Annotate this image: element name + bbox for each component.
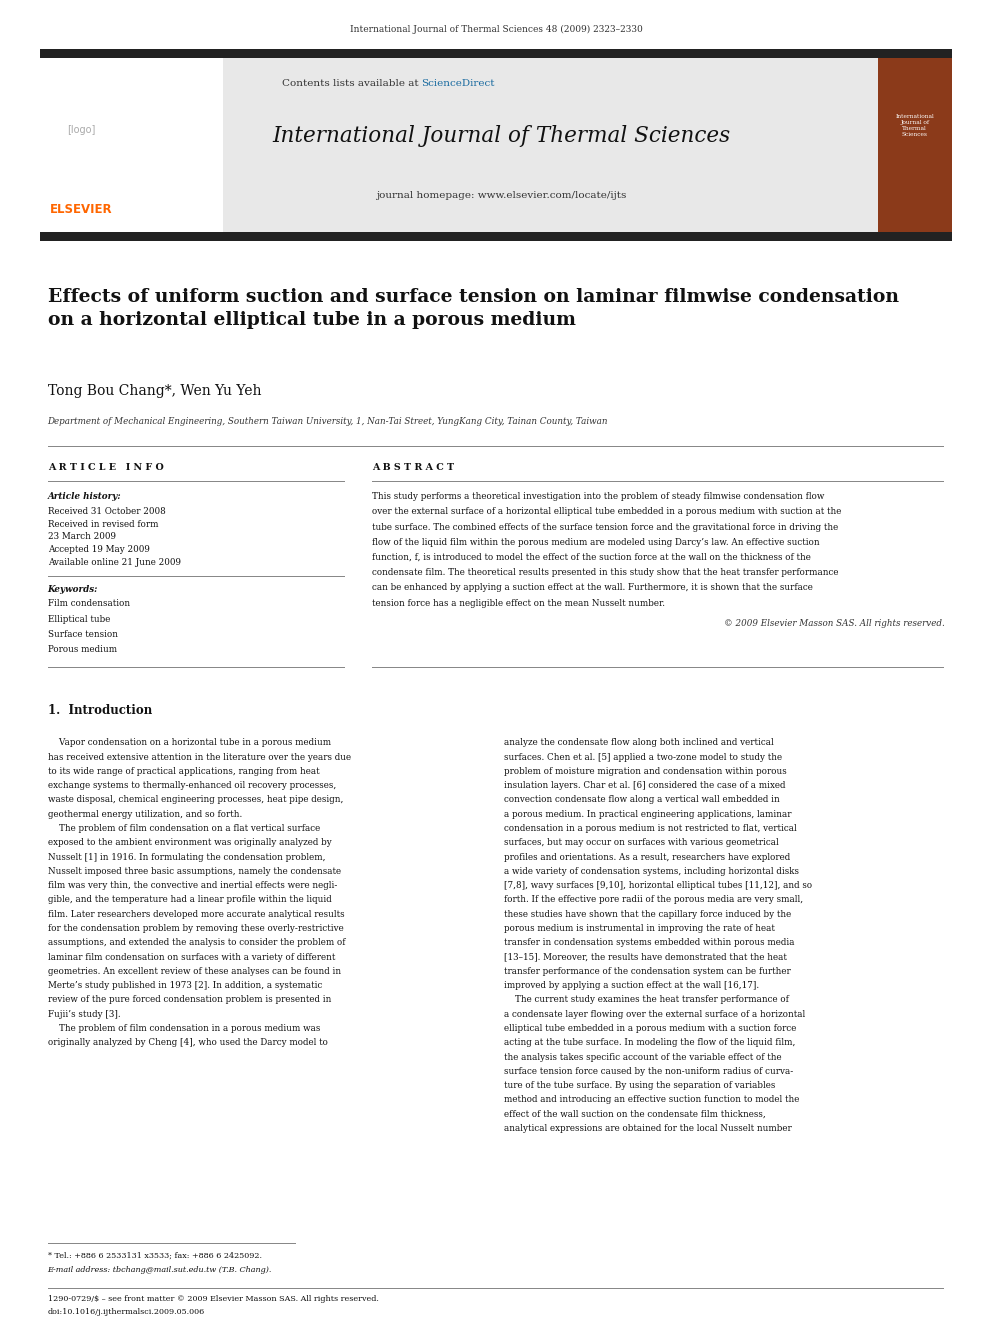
Text: convection condensate flow along a vertical wall embedded in: convection condensate flow along a verti… xyxy=(504,795,780,804)
Text: to its wide range of practical applications, ranging from heat: to its wide range of practical applicati… xyxy=(48,767,319,775)
Text: tube surface. The combined effects of the surface tension force and the gravitat: tube surface. The combined effects of th… xyxy=(372,523,838,532)
Text: flow of the liquid film within the porous medium are modeled using Darcy’s law. : flow of the liquid film within the porou… xyxy=(372,537,819,546)
Text: a wide variety of condensation systems, including horizontal disks: a wide variety of condensation systems, … xyxy=(504,867,799,876)
Text: condensate film. The theoretical results presented in this study show that the h: condensate film. The theoretical results… xyxy=(372,569,838,577)
Text: a condensate layer flowing over the external surface of a horizontal: a condensate layer flowing over the exte… xyxy=(504,1009,806,1019)
Text: forth. If the effective pore radii of the porous media are very small,: forth. If the effective pore radii of th… xyxy=(504,896,804,905)
Text: A B S T R A C T: A B S T R A C T xyxy=(372,463,454,472)
Text: journal homepage: www.elsevier.com/locate/ijts: journal homepage: www.elsevier.com/locat… xyxy=(376,192,626,200)
Text: profiles and orientations. As a result, researchers have explored: profiles and orientations. As a result, … xyxy=(504,852,791,861)
Text: International Journal of Thermal Sciences: International Journal of Thermal Science… xyxy=(272,126,730,147)
Text: laminar film condensation on surfaces with a variety of different: laminar film condensation on surfaces wi… xyxy=(48,953,335,962)
Text: effect of the wall suction on the condensate film thickness,: effect of the wall suction on the conden… xyxy=(504,1110,766,1119)
Text: International Journal of Thermal Sciences 48 (2009) 2323–2330: International Journal of Thermal Science… xyxy=(349,25,643,33)
Text: Vapor condensation on a horizontal tube in a porous medium: Vapor condensation on a horizontal tube … xyxy=(48,738,330,747)
Text: for the condensation problem by removing these overly-restrictive: for the condensation problem by removing… xyxy=(48,923,343,933)
Text: film. Later researchers developed more accurate analytical results: film. Later researchers developed more a… xyxy=(48,910,344,918)
Text: problem of moisture migration and condensation within porous: problem of moisture migration and conden… xyxy=(504,767,787,775)
Text: Fujii’s study [3].: Fujii’s study [3]. xyxy=(48,1009,120,1019)
Text: International
Journal of
Thermal
Sciences: International Journal of Thermal Science… xyxy=(895,114,934,138)
Text: gible, and the temperature had a linear profile within the liquid: gible, and the temperature had a linear … xyxy=(48,896,331,905)
Text: ture of the tube surface. By using the separation of variables: ture of the tube surface. By using the s… xyxy=(504,1081,776,1090)
Text: Contents lists available at: Contents lists available at xyxy=(282,79,422,87)
Bar xyxy=(40,58,878,232)
Text: A R T I C L E   I N F O: A R T I C L E I N F O xyxy=(48,463,164,472)
Text: Keywords:: Keywords: xyxy=(48,585,98,594)
Text: The problem of film condensation in a porous medium was: The problem of film condensation in a po… xyxy=(48,1024,320,1033)
Text: Nusselt imposed three basic assumptions, namely the condensate: Nusselt imposed three basic assumptions,… xyxy=(48,867,340,876)
Bar xyxy=(40,58,223,232)
Text: Tong Bou Chang*, Wen Yu Yeh: Tong Bou Chang*, Wen Yu Yeh xyxy=(48,384,261,398)
Bar xyxy=(878,58,952,232)
Text: surface tension force caused by the non-uniform radius of curva-: surface tension force caused by the non-… xyxy=(504,1066,794,1076)
Text: a porous medium. In practical engineering applications, laminar: a porous medium. In practical engineerin… xyxy=(504,810,792,819)
Text: method and introducing an effective suction function to model the: method and introducing an effective suct… xyxy=(504,1095,800,1105)
Text: elliptical tube embedded in a porous medium with a suction force: elliptical tube embedded in a porous med… xyxy=(504,1024,797,1033)
Text: * Tel.: +886 6 2533131 x3533; fax: +886 6 2425092.: * Tel.: +886 6 2533131 x3533; fax: +886 … xyxy=(48,1252,262,1259)
Text: film was very thin, the convective and inertial effects were negli-: film was very thin, the convective and i… xyxy=(48,881,337,890)
Text: © 2009 Elsevier Masson SAS. All rights reserved.: © 2009 Elsevier Masson SAS. All rights r… xyxy=(723,619,944,628)
Bar xyxy=(40,232,952,241)
Text: The current study examines the heat transfer performance of: The current study examines the heat tran… xyxy=(504,995,789,1004)
Text: function, f, is introduced to model the effect of the suction force at the wall : function, f, is introduced to model the … xyxy=(372,553,810,562)
Text: analytical expressions are obtained for the local Nusselt number: analytical expressions are obtained for … xyxy=(504,1125,792,1132)
Text: Effects of uniform suction and surface tension on laminar filmwise condensation
: Effects of uniform suction and surface t… xyxy=(48,288,899,329)
Text: [7,8], wavy surfaces [9,10], horizontal elliptical tubes [11,12], and so: [7,8], wavy surfaces [9,10], horizontal … xyxy=(504,881,812,890)
Text: improved by applying a suction effect at the wall [16,17].: improved by applying a suction effect at… xyxy=(504,982,759,990)
Text: waste disposal, chemical engineering processes, heat pipe design,: waste disposal, chemical engineering pro… xyxy=(48,795,343,804)
Text: tension force has a negligible effect on the mean Nusselt number.: tension force has a negligible effect on… xyxy=(372,598,665,607)
Text: transfer in condensation systems embedded within porous media: transfer in condensation systems embedde… xyxy=(504,938,795,947)
Text: Porous medium: Porous medium xyxy=(48,646,117,654)
Text: exposed to the ambient environment was originally analyzed by: exposed to the ambient environment was o… xyxy=(48,839,331,847)
Text: E-mail address: tbchang@mail.sut.edu.tw (T.B. Chang).: E-mail address: tbchang@mail.sut.edu.tw … xyxy=(48,1266,272,1274)
Text: Nusselt [1] in 1916. In formulating the condensation problem,: Nusselt [1] in 1916. In formulating the … xyxy=(48,852,325,861)
Text: The problem of film condensation on a flat vertical surface: The problem of film condensation on a fl… xyxy=(48,824,319,833)
Text: Received in revised form: Received in revised form xyxy=(48,520,158,529)
Text: Surface tension: Surface tension xyxy=(48,630,118,639)
Text: analyze the condensate flow along both inclined and vertical: analyze the condensate flow along both i… xyxy=(504,738,774,747)
Text: Article history:: Article history: xyxy=(48,492,121,501)
Text: 1290-0729/$ – see front matter © 2009 Elsevier Masson SAS. All rights reserved.: 1290-0729/$ – see front matter © 2009 El… xyxy=(48,1295,379,1303)
Text: surfaces. Chen et al. [5] applied a two-zone model to study the: surfaces. Chen et al. [5] applied a two-… xyxy=(504,753,782,762)
Text: geothermal energy utilization, and so forth.: geothermal energy utilization, and so fo… xyxy=(48,810,242,819)
Text: ELSEVIER: ELSEVIER xyxy=(50,202,113,216)
Text: Elliptical tube: Elliptical tube xyxy=(48,614,110,623)
Text: 1.  Introduction: 1. Introduction xyxy=(48,704,152,717)
Text: has received extensive attention in the literature over the years due: has received extensive attention in the … xyxy=(48,753,351,762)
Text: porous medium is instrumental in improving the rate of heat: porous medium is instrumental in improvi… xyxy=(504,923,775,933)
Text: transfer performance of the condensation system can be further: transfer performance of the condensation… xyxy=(504,967,791,976)
Text: [logo]: [logo] xyxy=(67,124,95,135)
Text: 23 March 2009: 23 March 2009 xyxy=(48,532,116,541)
Text: can be enhanced by applying a suction effect at the wall. Furthermore, it is sho: can be enhanced by applying a suction ef… xyxy=(372,583,812,593)
Text: originally analyzed by Cheng [4], who used the Darcy model to: originally analyzed by Cheng [4], who us… xyxy=(48,1039,327,1048)
Text: surfaces, but may occur on surfaces with various geometrical: surfaces, but may occur on surfaces with… xyxy=(504,839,779,847)
Bar xyxy=(40,49,952,58)
Text: condensation in a porous medium is not restricted to flat, vertical: condensation in a porous medium is not r… xyxy=(504,824,797,833)
Text: Merte’s study published in 1973 [2]. In addition, a systematic: Merte’s study published in 1973 [2]. In … xyxy=(48,982,322,990)
Text: Accepted 19 May 2009: Accepted 19 May 2009 xyxy=(48,545,150,554)
Bar xyxy=(48,446,944,447)
Text: Film condensation: Film condensation xyxy=(48,599,130,609)
Text: assumptions, and extended the analysis to consider the problem of: assumptions, and extended the analysis t… xyxy=(48,938,345,947)
Text: these studies have shown that the capillary force induced by the: these studies have shown that the capill… xyxy=(504,910,792,918)
Text: geometries. An excellent review of these analyses can be found in: geometries. An excellent review of these… xyxy=(48,967,340,976)
Text: exchange systems to thermally-enhanced oil recovery processes,: exchange systems to thermally-enhanced o… xyxy=(48,781,336,790)
Text: over the external surface of a horizontal elliptical tube embedded in a porous m: over the external surface of a horizonta… xyxy=(372,507,841,516)
Text: acting at the tube surface. In modeling the flow of the liquid film,: acting at the tube surface. In modeling … xyxy=(504,1039,796,1048)
Text: Department of Mechanical Engineering, Southern Taiwan University, 1, Nan-Tai Str: Department of Mechanical Engineering, So… xyxy=(48,417,608,426)
Text: This study performs a theoretical investigation into the problem of steady filmw: This study performs a theoretical invest… xyxy=(372,492,824,501)
Text: ScienceDirect: ScienceDirect xyxy=(422,79,495,87)
Text: review of the pure forced condensation problem is presented in: review of the pure forced condensation p… xyxy=(48,995,331,1004)
Text: [13–15]. Moreover, the results have demonstrated that the heat: [13–15]. Moreover, the results have demo… xyxy=(504,953,787,962)
Text: the analysis takes specific account of the variable effect of the: the analysis takes specific account of t… xyxy=(504,1053,782,1061)
Text: Received 31 October 2008: Received 31 October 2008 xyxy=(48,507,166,516)
Text: doi:10.1016/j.ijthermalsci.2009.05.006: doi:10.1016/j.ijthermalsci.2009.05.006 xyxy=(48,1308,205,1316)
Text: insulation layers. Char et al. [6] considered the case of a mixed: insulation layers. Char et al. [6] consi… xyxy=(504,781,786,790)
Text: Available online 21 June 2009: Available online 21 June 2009 xyxy=(48,558,181,568)
